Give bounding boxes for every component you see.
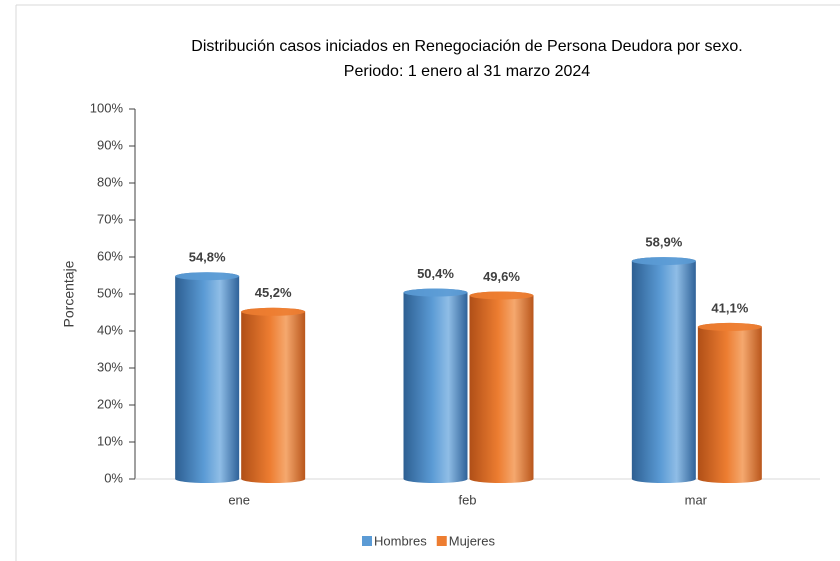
bar-top bbox=[241, 307, 306, 316]
legend-label: Mujeres bbox=[449, 533, 496, 548]
bar-top bbox=[175, 272, 240, 281]
bar-top bbox=[403, 288, 468, 297]
y-tick-label: 70% bbox=[97, 211, 123, 226]
legend-swatch bbox=[436, 536, 447, 546]
legend-label: Hombres bbox=[374, 533, 427, 548]
y-tick-label: 0% bbox=[104, 470, 123, 485]
bar bbox=[175, 272, 240, 483]
y-tick-label: 90% bbox=[97, 137, 123, 152]
bar-top bbox=[631, 257, 696, 266]
x-tick-label: mar bbox=[685, 492, 708, 507]
y-tick-label: 100% bbox=[90, 100, 124, 115]
bar-top bbox=[469, 291, 534, 300]
chart-title: Distribución casos iniciados en Renegoci… bbox=[191, 38, 742, 55]
bar bbox=[469, 291, 534, 483]
bar bbox=[403, 288, 468, 483]
bar-top bbox=[697, 322, 762, 331]
y-axis-label: Porcentaje bbox=[61, 260, 77, 327]
y-tick-label: 80% bbox=[97, 174, 123, 189]
x-tick-label: ene bbox=[228, 492, 250, 507]
data-label: 50,4% bbox=[417, 266, 454, 281]
y-tick-label: 10% bbox=[97, 433, 123, 448]
bar bbox=[241, 307, 306, 483]
legend-swatch bbox=[362, 536, 372, 546]
data-label: 49,6% bbox=[483, 269, 520, 284]
data-label: 41,1% bbox=[711, 300, 748, 315]
data-label: 54,8% bbox=[189, 250, 226, 265]
bar bbox=[697, 322, 762, 483]
y-tick-label: 60% bbox=[97, 248, 123, 263]
y-tick-label: 30% bbox=[97, 359, 123, 374]
chart-subtitle: Periodo: 1 enero al 31 marzo 2024 bbox=[344, 63, 590, 80]
bar bbox=[631, 257, 696, 483]
data-label: 58,9% bbox=[645, 235, 682, 250]
x-tick-label: feb bbox=[458, 492, 476, 507]
y-tick-label: 20% bbox=[97, 396, 123, 411]
y-tick-label: 50% bbox=[97, 285, 123, 300]
y-tick-label: 40% bbox=[97, 322, 123, 337]
data-label: 45,2% bbox=[255, 285, 292, 300]
